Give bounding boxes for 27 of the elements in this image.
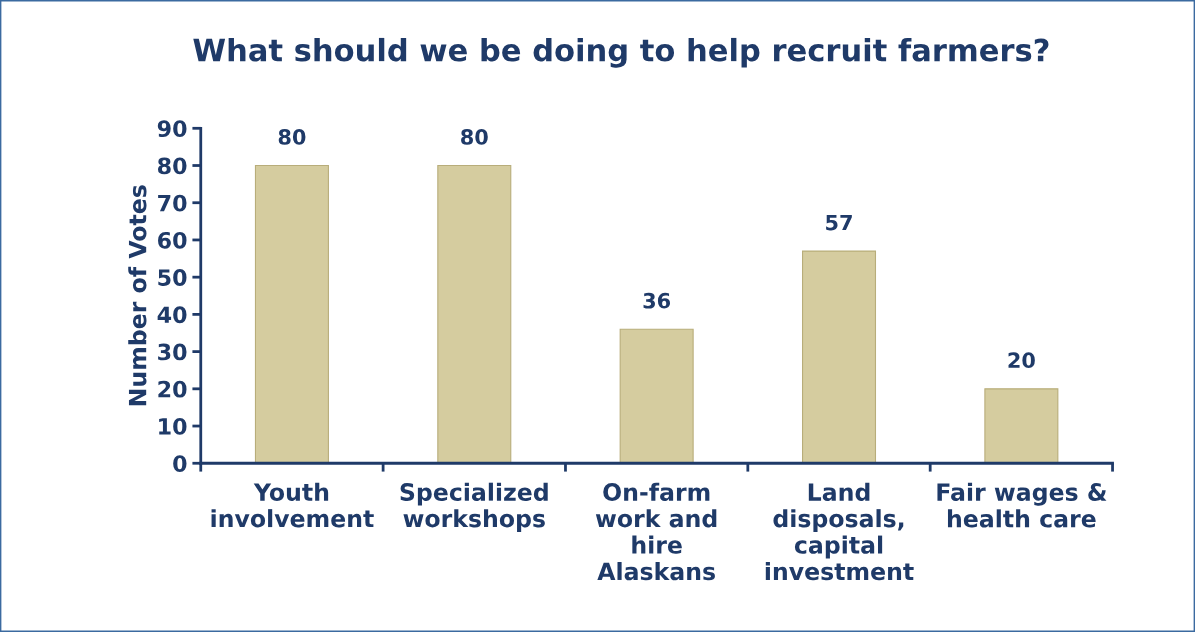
x-tick-label: On-farm work and hire Alaskans	[595, 482, 717, 581]
bar	[619, 328, 694, 464]
x-tick-label: Youth involvement	[211, 482, 374, 528]
x-tick-label: Specialized workshops	[400, 482, 548, 532]
data-label: 80	[461, 129, 488, 145]
y-tick-label: 20	[158, 380, 187, 398]
x-tick-label: Land disposals, capital investment	[765, 482, 914, 581]
data-label: 36	[643, 292, 671, 309]
data-label: 20	[1008, 352, 1035, 369]
y-tick-label: 70	[158, 194, 187, 212]
chart-title: What should we be doing to help recruit farmers?	[193, 37, 1049, 68]
y-tick-label: 50	[158, 269, 187, 286]
bar	[254, 164, 329, 464]
bar	[801, 250, 877, 464]
y-tick-label: 80	[158, 157, 187, 175]
data-label: 80	[278, 129, 306, 145]
y-tick-label: 90	[157, 120, 187, 138]
y-tick-label: 30	[158, 343, 187, 361]
y-tick-label: 60	[158, 231, 187, 249]
y-tick-label: 10	[159, 417, 187, 435]
y-tick-label: 40	[157, 306, 187, 324]
data-label: 57	[826, 214, 852, 231]
y-axis-title: Number of Votes	[128, 185, 147, 406]
bar	[437, 164, 512, 464]
x-tick-label: Fair wages & health care	[937, 482, 1107, 528]
y-tick-label: 0	[173, 455, 187, 473]
bar	[984, 388, 1059, 464]
